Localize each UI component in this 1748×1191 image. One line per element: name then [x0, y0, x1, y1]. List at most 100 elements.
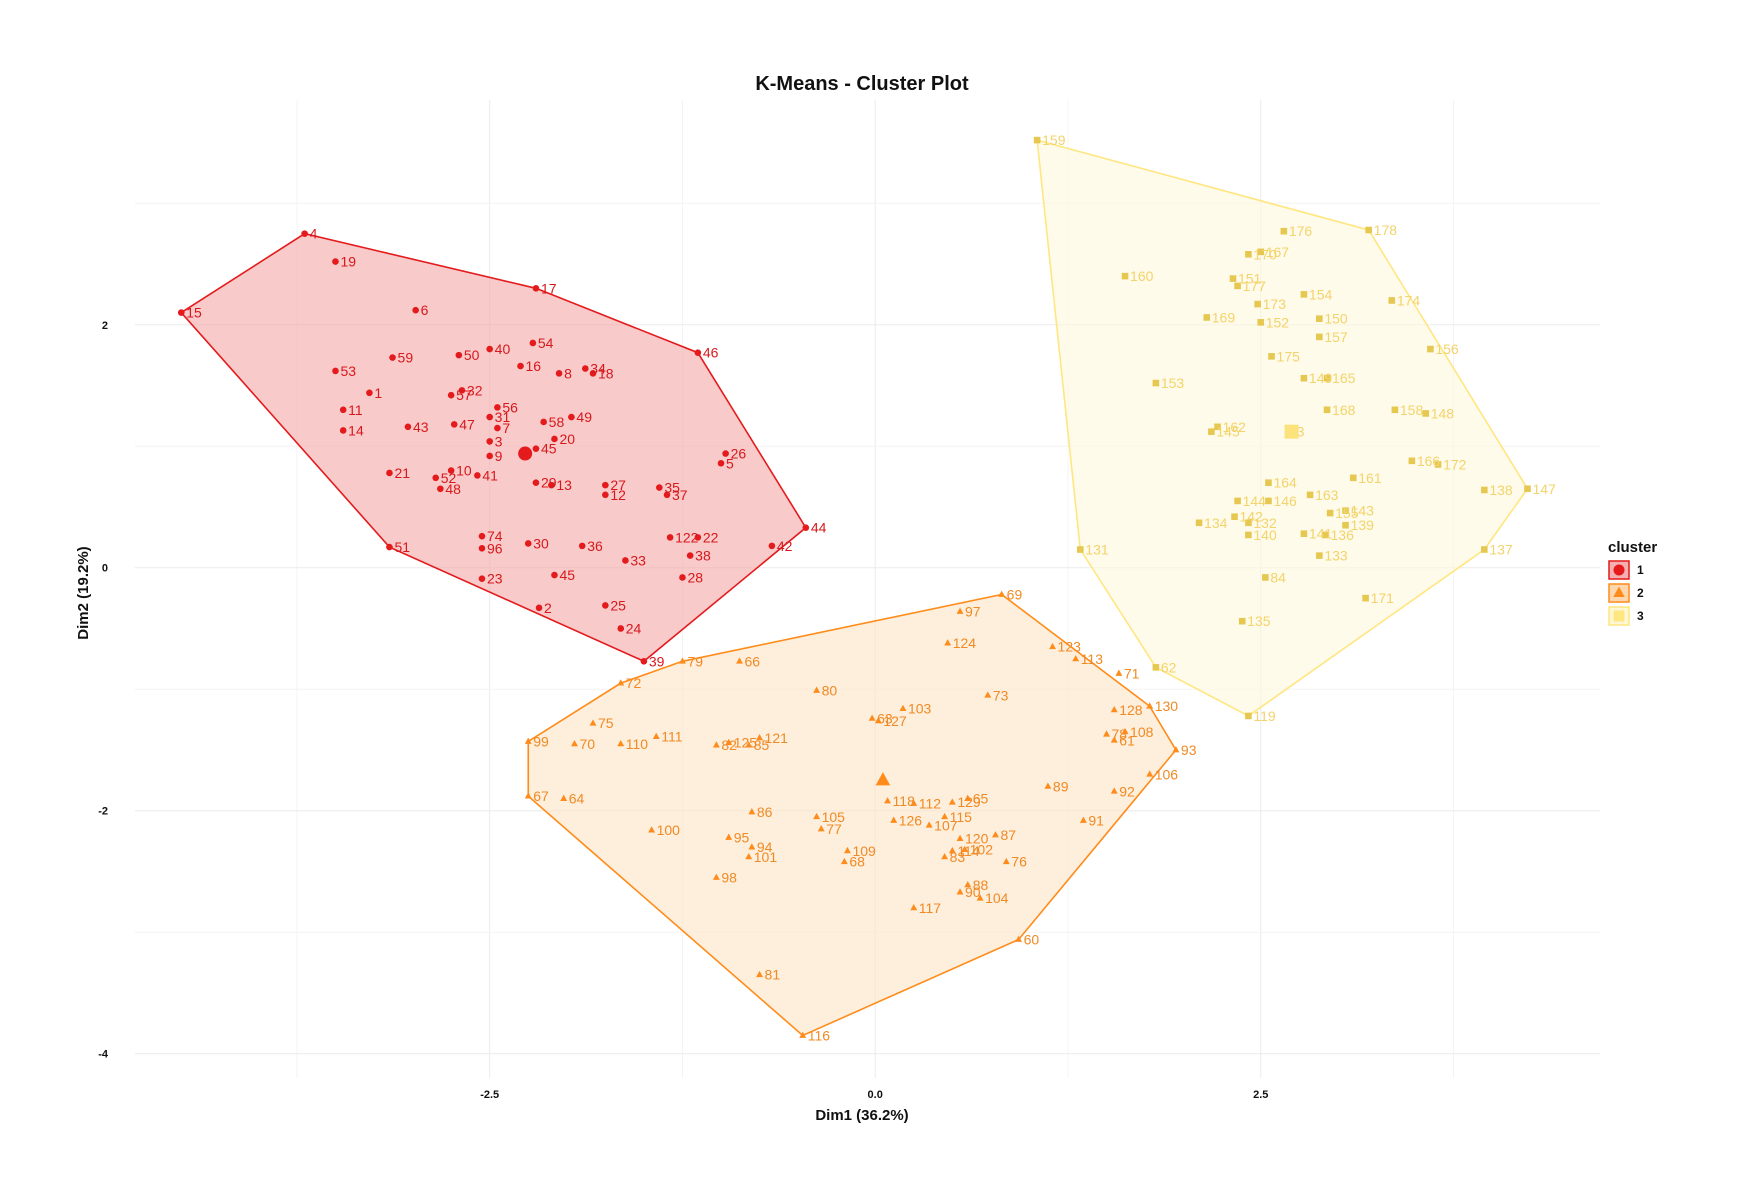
cluster-3-point	[1408, 457, 1416, 465]
point-label: 130	[1155, 698, 1179, 714]
cluster-2-point	[948, 798, 956, 805]
cluster-2-point	[956, 888, 964, 895]
cluster-1-point	[524, 540, 532, 547]
point-label: 160	[1130, 268, 1154, 284]
point-label: 46	[703, 345, 719, 361]
point-label: 47	[459, 416, 475, 432]
cluster-2-point	[712, 741, 720, 748]
cluster-3-point	[1300, 374, 1308, 382]
cluster-1-point	[389, 354, 396, 361]
cluster-3-point	[1245, 250, 1252, 258]
point-label: 159	[1042, 132, 1066, 148]
point-label: 53	[340, 363, 356, 379]
cluster-3-point	[1391, 406, 1399, 414]
legend-label-2: 2	[1637, 586, 1644, 600]
cluster-3-point	[1342, 507, 1349, 514]
x-tick-label: 2.5	[1253, 1089, 1268, 1101]
point-label: 107	[934, 817, 958, 833]
cluster-1-point	[494, 424, 501, 432]
cluster-2-point	[813, 686, 821, 693]
point-label: 176	[1289, 223, 1313, 239]
cluster-2-point	[813, 812, 821, 820]
point-label: 149	[1309, 370, 1333, 386]
cluster-1-point	[666, 534, 674, 541]
point-label: 100	[657, 822, 681, 838]
cluster-3-point	[1257, 248, 1265, 256]
point-label: 99	[533, 733, 549, 749]
point-label: 18	[598, 365, 614, 381]
point-label: 170	[1253, 246, 1277, 262]
point-label: 114	[957, 843, 980, 859]
cluster-2-point	[560, 794, 568, 801]
point-label: 147	[1533, 481, 1557, 497]
point-label: 153	[1161, 375, 1185, 391]
cluster-1-point	[640, 657, 648, 665]
cluster-3-point	[1268, 353, 1275, 360]
point-label: 152	[1266, 314, 1290, 330]
cluster-1-point	[339, 427, 347, 434]
cluster-2-point	[524, 792, 532, 799]
cluster-3-point	[1316, 315, 1323, 322]
point-label: 81	[765, 967, 781, 983]
cluster-2-point	[941, 812, 949, 820]
cluster-2-centroid	[875, 772, 891, 786]
point-label: 151	[1238, 271, 1262, 287]
point-label: 57	[456, 387, 472, 403]
cluster-2-point	[748, 843, 756, 850]
point-label: 125	[734, 735, 758, 751]
x-axis-label: Dim1 (36.2%)	[815, 1107, 908, 1124]
point-label: 80	[822, 682, 838, 698]
cluster-1-point	[450, 421, 458, 428]
point-label: 137	[1489, 542, 1513, 558]
cluster-3-point	[1316, 552, 1323, 559]
point-label: 37	[672, 487, 688, 503]
cluster-1-point	[602, 602, 609, 609]
y-tick-label: 2	[102, 320, 108, 332]
cluster-3-point	[1033, 136, 1041, 144]
cluster-centroids	[518, 424, 1299, 786]
cluster-2-point	[652, 732, 660, 739]
point-label: 12	[610, 487, 626, 503]
cluster-1-point	[177, 309, 185, 316]
cluster-3-point	[1481, 486, 1488, 494]
cluster-1-point	[551, 435, 558, 443]
cluster-2-point	[1110, 705, 1118, 713]
cluster-3-point	[1326, 509, 1334, 517]
cluster-2-point	[524, 737, 532, 744]
cluster-1-point	[447, 467, 455, 474]
point-label: 22	[703, 529, 719, 545]
point-label: 157	[1324, 329, 1348, 345]
cluster-1-point	[486, 452, 493, 460]
cluster-2-point	[1110, 736, 1118, 743]
x-tick-label: -2.5	[480, 1089, 499, 1101]
legend-symbol-3	[1613, 610, 1625, 622]
point-label: 141	[1309, 526, 1333, 542]
point-label: 69	[1007, 586, 1023, 602]
y-axis-label: Dim2 (19.2%)	[75, 546, 92, 639]
cluster-2-point	[799, 1031, 807, 1038]
legend-title: cluster	[1608, 539, 1657, 556]
point-label: 89	[1053, 778, 1069, 794]
cluster-1-point	[717, 459, 725, 467]
cluster-3-point	[1300, 530, 1308, 538]
point-label: 131	[1085, 542, 1109, 558]
point-label: 115	[950, 809, 973, 825]
point-label: 45	[559, 567, 575, 583]
point-label: 26	[731, 446, 747, 462]
cluster-3-point	[1245, 712, 1252, 720]
point-label: 54	[538, 335, 554, 351]
point-label: 43	[413, 419, 429, 435]
point-label: 24	[626, 620, 642, 636]
cluster-1-point	[455, 351, 463, 359]
cluster-2-point	[725, 738, 733, 746]
point-label: 75	[598, 715, 614, 731]
cluster-3-point	[1077, 546, 1084, 553]
point-label: 104	[985, 890, 1009, 906]
cluster-1-point	[478, 575, 486, 582]
point-label: 25	[610, 597, 626, 613]
cluster-1-point	[517, 362, 524, 370]
point-label: 68	[849, 854, 865, 870]
cluster-1-point	[437, 485, 444, 493]
cluster-3-point	[1234, 282, 1241, 290]
point-label: 40	[495, 341, 511, 357]
